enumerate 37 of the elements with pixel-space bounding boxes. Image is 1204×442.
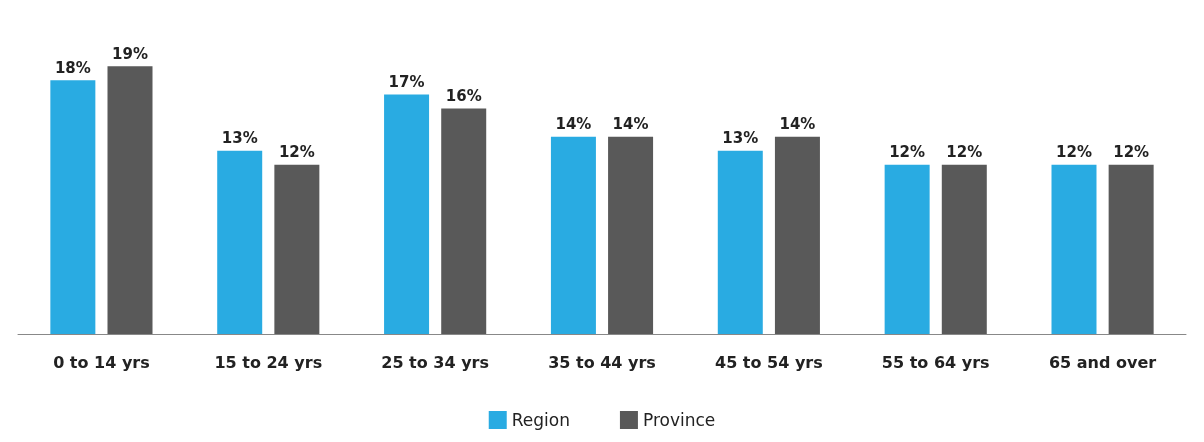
x-tick-label: 45 to 54 yrs xyxy=(714,352,823,372)
data-label: 12% xyxy=(1113,143,1150,162)
x-tick-label: 65 and over xyxy=(1048,352,1157,372)
x-tick-label: 0 to 14 yrs xyxy=(53,352,150,372)
x-tick-label: 35 to 44 yrs xyxy=(548,352,656,372)
bar xyxy=(608,136,654,334)
data-label: 14% xyxy=(779,115,816,134)
data-label: 13% xyxy=(722,129,759,148)
bar xyxy=(774,136,820,334)
legend-label: Province xyxy=(642,410,716,430)
legend-label: Region xyxy=(511,410,570,430)
data-label: 17% xyxy=(388,72,425,91)
bar xyxy=(217,150,263,334)
bar xyxy=(274,164,320,334)
data-label: 14% xyxy=(555,115,592,134)
bar xyxy=(50,80,96,334)
bar xyxy=(941,164,987,334)
bar xyxy=(384,94,430,334)
x-tick-label: 55 to 64 yrs xyxy=(881,352,990,372)
bar xyxy=(441,108,487,334)
data-label: 14% xyxy=(612,115,649,134)
bar xyxy=(107,66,153,334)
data-label: 19% xyxy=(112,44,148,63)
data-label: 12% xyxy=(889,143,926,162)
data-label: 18% xyxy=(54,58,91,77)
bar xyxy=(884,164,930,334)
bar xyxy=(1108,164,1154,334)
data-label: 12% xyxy=(278,143,315,162)
data-label: 12% xyxy=(1056,143,1092,162)
data-label: 13% xyxy=(221,129,258,148)
data-label: 12% xyxy=(946,143,983,162)
bar xyxy=(717,150,763,334)
bar xyxy=(1051,164,1097,334)
data-label: 16% xyxy=(445,86,482,105)
x-tick-label: 15 to 24 yrs xyxy=(214,352,323,372)
x-tick-label: 25 to 34 yrs xyxy=(381,352,490,372)
bar xyxy=(550,136,596,334)
